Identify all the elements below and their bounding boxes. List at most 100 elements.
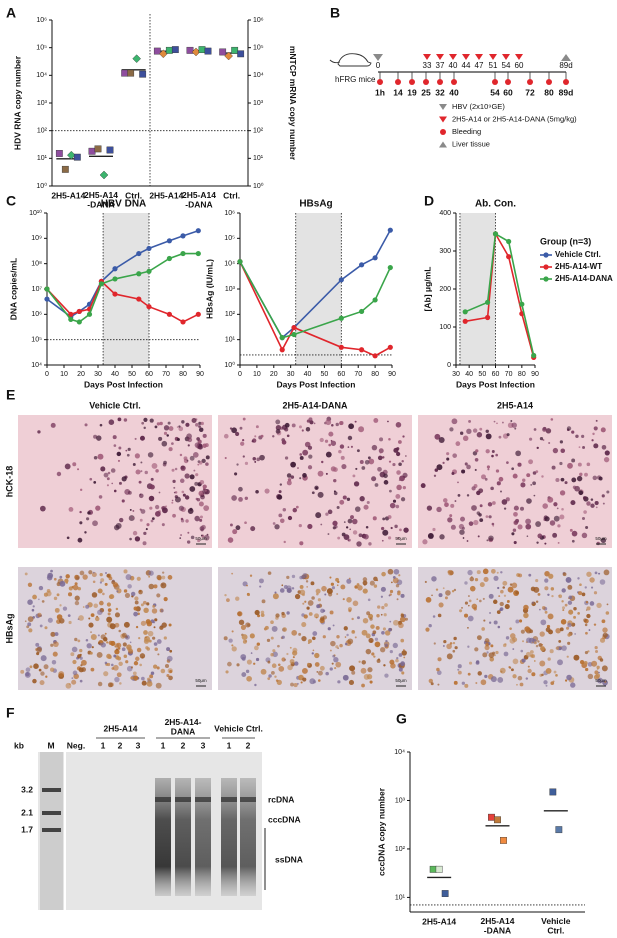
tissue-texture (136, 576, 141, 581)
tissue-texture (160, 582, 167, 589)
tissue-texture (148, 575, 151, 578)
tissue-texture (539, 608, 541, 611)
tissue-texture (462, 537, 465, 539)
tissue-texture (403, 649, 405, 651)
tissue-texture (481, 627, 485, 631)
tissue-texture (141, 680, 147, 686)
tissue-texture (74, 600, 80, 606)
tissue-texture (555, 646, 560, 650)
tissue-texture (319, 665, 325, 671)
tissue-texture (291, 574, 296, 579)
tissue-texture (427, 533, 434, 539)
tissue-texture (384, 643, 388, 648)
panel-label: C (6, 193, 16, 209)
tissue-texture (139, 518, 143, 522)
tissue-texture (133, 675, 139, 681)
tissue-texture (74, 595, 80, 601)
tissue-texture (522, 640, 524, 643)
tissue-texture (457, 493, 461, 497)
tissue-texture (99, 581, 103, 584)
tissue-texture (363, 504, 369, 510)
tissue-texture (587, 673, 594, 680)
tissue-texture (512, 473, 518, 479)
tissue-texture (526, 473, 531, 478)
point (204, 47, 212, 55)
tissue-texture (368, 613, 374, 619)
x-tick-label: 90 (531, 371, 539, 378)
tissue-texture (468, 419, 472, 423)
point (68, 311, 74, 317)
tissue-texture (155, 511, 161, 517)
tissue-texture (235, 525, 241, 531)
tissue-texture (179, 537, 182, 539)
tissue-texture (106, 484, 109, 487)
micrograph: 50μm (218, 415, 412, 548)
tissue-texture (562, 609, 565, 612)
tissue-texture (490, 676, 497, 683)
tissue-texture (158, 436, 163, 441)
tissue-texture (41, 600, 45, 603)
tissue-texture (195, 473, 199, 477)
tissue-texture (270, 636, 274, 640)
lane-number: 3 (201, 740, 206, 750)
tissue-texture (193, 469, 196, 472)
tissue-texture (381, 630, 385, 635)
tissue-texture (334, 525, 338, 529)
tissue-texture (492, 525, 495, 527)
y2-tick-label: 10⁶ (253, 17, 264, 24)
tissue-texture (160, 609, 164, 613)
tissue-texture (53, 596, 58, 601)
tissue-texture (74, 574, 79, 579)
tissue-texture (303, 614, 308, 619)
tissue-texture (541, 605, 546, 610)
tissue-texture (481, 474, 486, 480)
tissue-texture (295, 505, 299, 509)
tissue-texture (329, 667, 333, 671)
point (55, 150, 63, 157)
tissue-texture (47, 572, 54, 579)
tissue-texture (570, 500, 576, 506)
tissue-texture (564, 481, 568, 485)
tissue-texture (104, 572, 108, 575)
tissue-texture (541, 475, 544, 478)
tissue-texture (302, 602, 305, 605)
tissue-texture (95, 505, 101, 511)
tissue-texture (26, 625, 30, 629)
tissue-texture (357, 585, 363, 591)
tissue-texture (431, 576, 437, 582)
panel-label: D (424, 193, 434, 209)
tissue-texture (204, 489, 207, 492)
tissue-texture (359, 460, 364, 464)
tissue-texture (535, 579, 539, 583)
tissue-texture (390, 526, 393, 530)
tissue-texture (399, 528, 402, 532)
tissue-texture (20, 669, 25, 674)
point (186, 46, 194, 54)
tissue-texture (566, 655, 569, 658)
tissue-texture (312, 649, 315, 652)
tissue-texture (472, 428, 478, 433)
tissue-texture (475, 660, 480, 664)
tissue-texture (106, 477, 110, 481)
tissue-texture (544, 578, 549, 583)
point (166, 255, 172, 262)
tissue-texture (186, 433, 192, 440)
tissue-texture (149, 674, 154, 679)
tissue-texture (540, 646, 545, 651)
point (372, 297, 378, 303)
tissue-texture (142, 541, 147, 546)
tissue-texture (382, 517, 386, 521)
dna-smear (175, 778, 191, 896)
tissue-texture (294, 593, 301, 600)
tissue-texture (593, 591, 598, 595)
tissue-texture (400, 613, 405, 618)
micrograph: 50μm (18, 415, 212, 548)
tissue-texture (328, 592, 333, 597)
tissue-texture (550, 587, 555, 591)
point (429, 865, 437, 873)
tissue-texture (475, 682, 478, 685)
tissue-texture (39, 680, 45, 686)
tissue-texture (334, 667, 337, 670)
dose-marker (515, 54, 523, 60)
tissue-texture (307, 523, 313, 530)
